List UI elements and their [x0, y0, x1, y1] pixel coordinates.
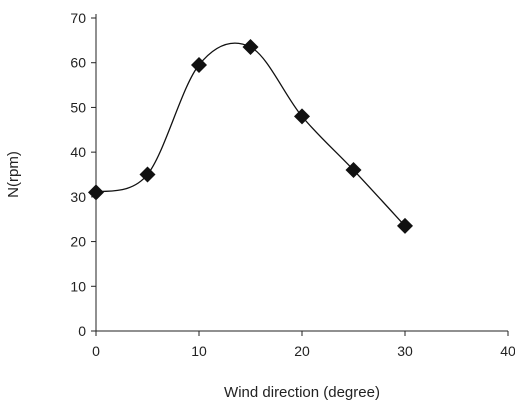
y-axis-title: N(rpm)	[5, 151, 22, 198]
x-axis-title: Wind direction (degree)	[224, 384, 380, 401]
tick-marks	[91, 17, 509, 336]
data-point-marker	[345, 162, 362, 179]
x-tick-label: 20	[294, 343, 310, 359]
y-tick-label: 30	[70, 189, 86, 205]
x-tick-label: 10	[191, 343, 207, 359]
data-point-marker	[88, 184, 104, 201]
y-tick-label: 20	[70, 234, 86, 250]
y-tick-labels: 0 10 20 30 40 50 60 70	[70, 10, 86, 339]
data-point-marker	[139, 166, 156, 183]
y-tick-label: 50	[70, 99, 86, 115]
data-point-marker	[242, 39, 259, 56]
y-tick-label: 10	[70, 278, 86, 294]
x-tick-label: 0	[92, 343, 100, 359]
y-tick-label: 70	[70, 10, 86, 26]
x-tick-label: 40	[500, 343, 515, 359]
data-point-marker	[191, 56, 207, 73]
axes	[95, 14, 508, 332]
x-tick-label: 30	[397, 343, 413, 359]
data-markers	[88, 39, 413, 234]
data-point-marker	[397, 217, 413, 234]
data-point-marker	[294, 108, 310, 125]
x-tick-labels: 0 10 20 30 40	[92, 343, 515, 359]
y-tick-label: 60	[70, 55, 86, 71]
y-tick-label: 40	[70, 144, 86, 160]
series-line	[95, 42, 406, 227]
y-tick-label: 0	[78, 323, 86, 339]
